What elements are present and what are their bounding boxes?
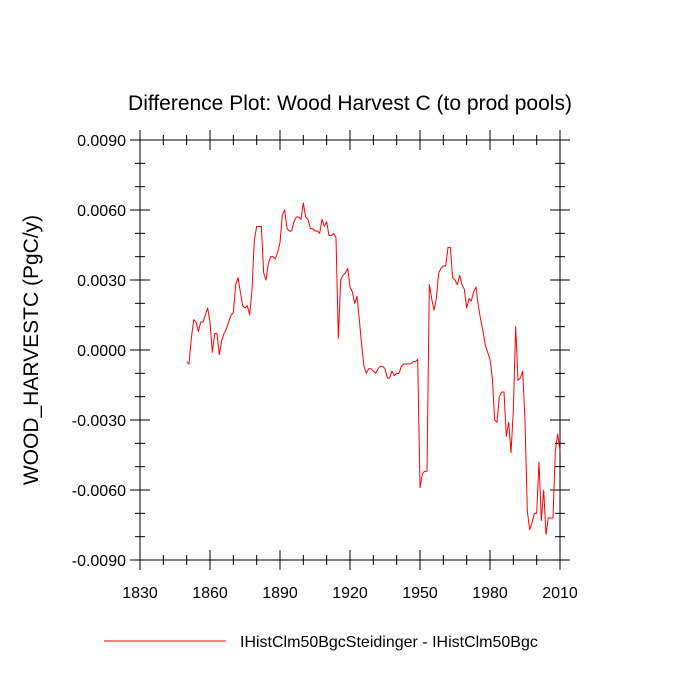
y-tick-label: -0.0060 bbox=[72, 483, 126, 500]
plot-frame bbox=[139, 139, 561, 561]
y-tick-label: -0.0090 bbox=[72, 553, 126, 570]
y-tick-label: -0.0030 bbox=[72, 413, 126, 430]
y-tick-label: 0.0060 bbox=[77, 203, 126, 220]
x-tick-label: 2010 bbox=[542, 585, 578, 602]
y-axis-label: WOOD_HARVESTC (PgC/y) bbox=[20, 215, 43, 485]
y-tick-labels: -0.0090 -0.0060 -0.0030 0.0000 0.0030 0.0060 0… bbox=[72, 133, 126, 570]
y-tick-label: 0.0090 bbox=[77, 133, 126, 150]
series-line bbox=[186, 202, 561, 535]
axis-ticks bbox=[130, 130, 570, 570]
x-tick-label: 1950 bbox=[402, 585, 438, 602]
x-tick-label: 1860 bbox=[192, 585, 228, 602]
y-tick-label: 0.0000 bbox=[77, 343, 126, 360]
series-group bbox=[186, 202, 561, 535]
plot-frame-border bbox=[139, 139, 561, 561]
chart-title: Difference Plot: Wood Harvest C (to prod… bbox=[128, 92, 572, 115]
y-tick-label: 0.0030 bbox=[77, 273, 126, 290]
x-tick-label: 1890 bbox=[262, 585, 298, 602]
x-tick-labels: 1830 1860 1890 1920 1950 1980 2010 bbox=[122, 585, 578, 602]
x-tick-label: 1920 bbox=[332, 585, 368, 602]
x-tick-label: 1980 bbox=[472, 585, 508, 602]
legend-label: IHistClm50BgcSteidinger - IHistClm50Bgc bbox=[240, 634, 538, 651]
legend: IHistClm50BgcSteidinger - IHistClm50Bgc bbox=[104, 634, 538, 651]
x-tick-label: 1830 bbox=[122, 585, 158, 602]
